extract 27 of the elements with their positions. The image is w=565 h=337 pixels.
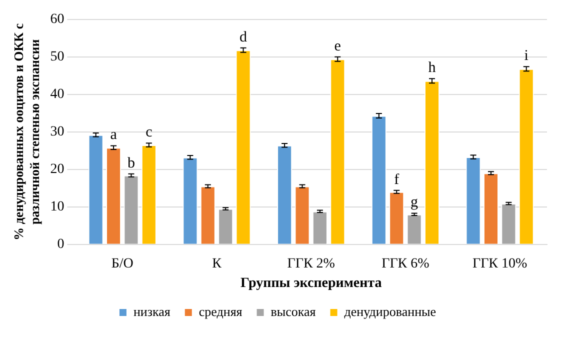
x-tick-label: ГГК 2% (287, 256, 336, 272)
y-tick-label: 60 (50, 12, 64, 28)
legend-label: средняя (198, 304, 242, 319)
y-tick-label: 40 (50, 87, 64, 102)
y-tick-label: 10 (50, 200, 64, 215)
x-tick-label: К (212, 256, 222, 272)
annotation: h (428, 60, 436, 76)
annotation: a (110, 127, 118, 144)
annotation: f (394, 172, 400, 188)
annotation: c (146, 124, 153, 141)
x-tick-label: ГГК 6% (382, 256, 430, 272)
annotation: i (524, 48, 528, 64)
annotation: d (240, 29, 248, 46)
y-axis-title: % денудированных ооцитов и ОКК с различной степенью экспансии (11, 23, 42, 240)
legend-label: денудированные (344, 304, 436, 319)
y-tick-label: 20 (50, 162, 64, 178)
annotation: e (334, 38, 342, 54)
x-tick-label: ГГК 10% (472, 256, 528, 272)
legend-label: низкая (133, 304, 170, 319)
y-tick-label: 50 (50, 50, 64, 65)
y-tick-label: 30 (50, 124, 64, 140)
y-tick-label: 0 (57, 237, 64, 252)
x-tick-label: Б/О (111, 256, 134, 272)
annotation: b (127, 155, 135, 172)
legend-label: высокая (270, 304, 316, 319)
x-axis-title: Группы эксперимента (240, 276, 382, 292)
annotation: g (410, 194, 419, 211)
